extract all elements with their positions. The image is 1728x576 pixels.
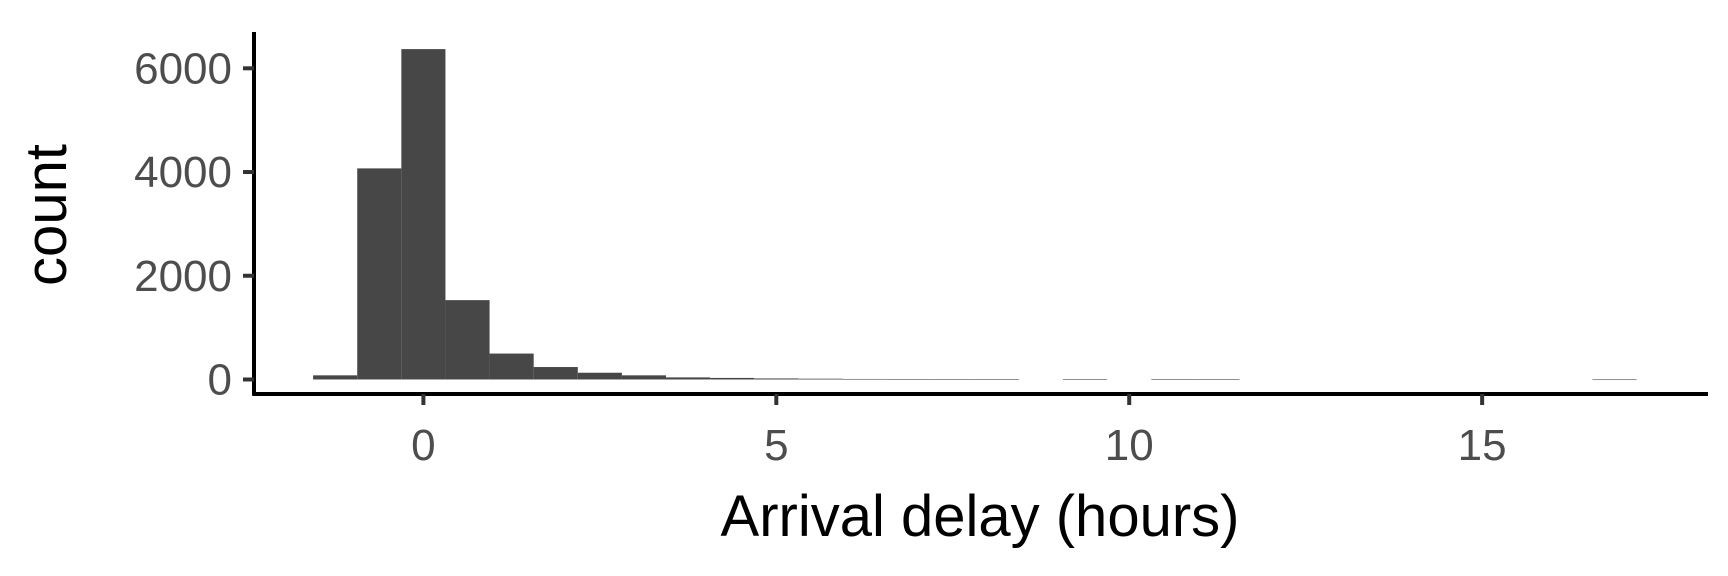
y-tick-label: 6000 (134, 44, 232, 93)
histogram-bar (886, 379, 931, 380)
y-tick-label: 0 (208, 355, 232, 404)
y-axis-title: count (14, 144, 79, 286)
histogram-bar (621, 375, 667, 380)
histogram-bar (842, 378, 887, 380)
histogram-bar (533, 367, 578, 380)
labels-layer: 0 2000 4000 6000 0 5 10 15 (134, 44, 1507, 470)
histogram-bar (577, 372, 622, 380)
bars-layer (313, 49, 1637, 381)
histogram-bar (1063, 379, 1108, 380)
x-tick-label: 5 (764, 421, 788, 470)
histogram-bar (357, 168, 402, 380)
histogram-bar (313, 375, 358, 380)
histogram-bar (1592, 379, 1637, 381)
histogram-bar (445, 300, 490, 380)
histogram-bar (1151, 379, 1196, 380)
histogram-bar (666, 377, 711, 380)
histogram-bar (401, 49, 446, 380)
x-tick-label: 10 (1105, 421, 1154, 470)
histogram-bar (1195, 379, 1240, 380)
x-axis-title: Arrival delay (hours) (721, 484, 1240, 549)
histogram-bar (930, 379, 975, 380)
histogram-bar (798, 378, 843, 380)
histogram-bar (489, 353, 534, 380)
y-tick-label: 4000 (134, 148, 232, 197)
axes-layer (243, 32, 1708, 405)
histogram-bar (710, 377, 755, 380)
histogram-bar (974, 379, 1019, 380)
x-tick-label: 0 (411, 421, 435, 470)
histogram-bar (754, 378, 799, 380)
x-tick-label: 15 (1458, 421, 1507, 470)
y-tick-label: 2000 (134, 252, 232, 301)
